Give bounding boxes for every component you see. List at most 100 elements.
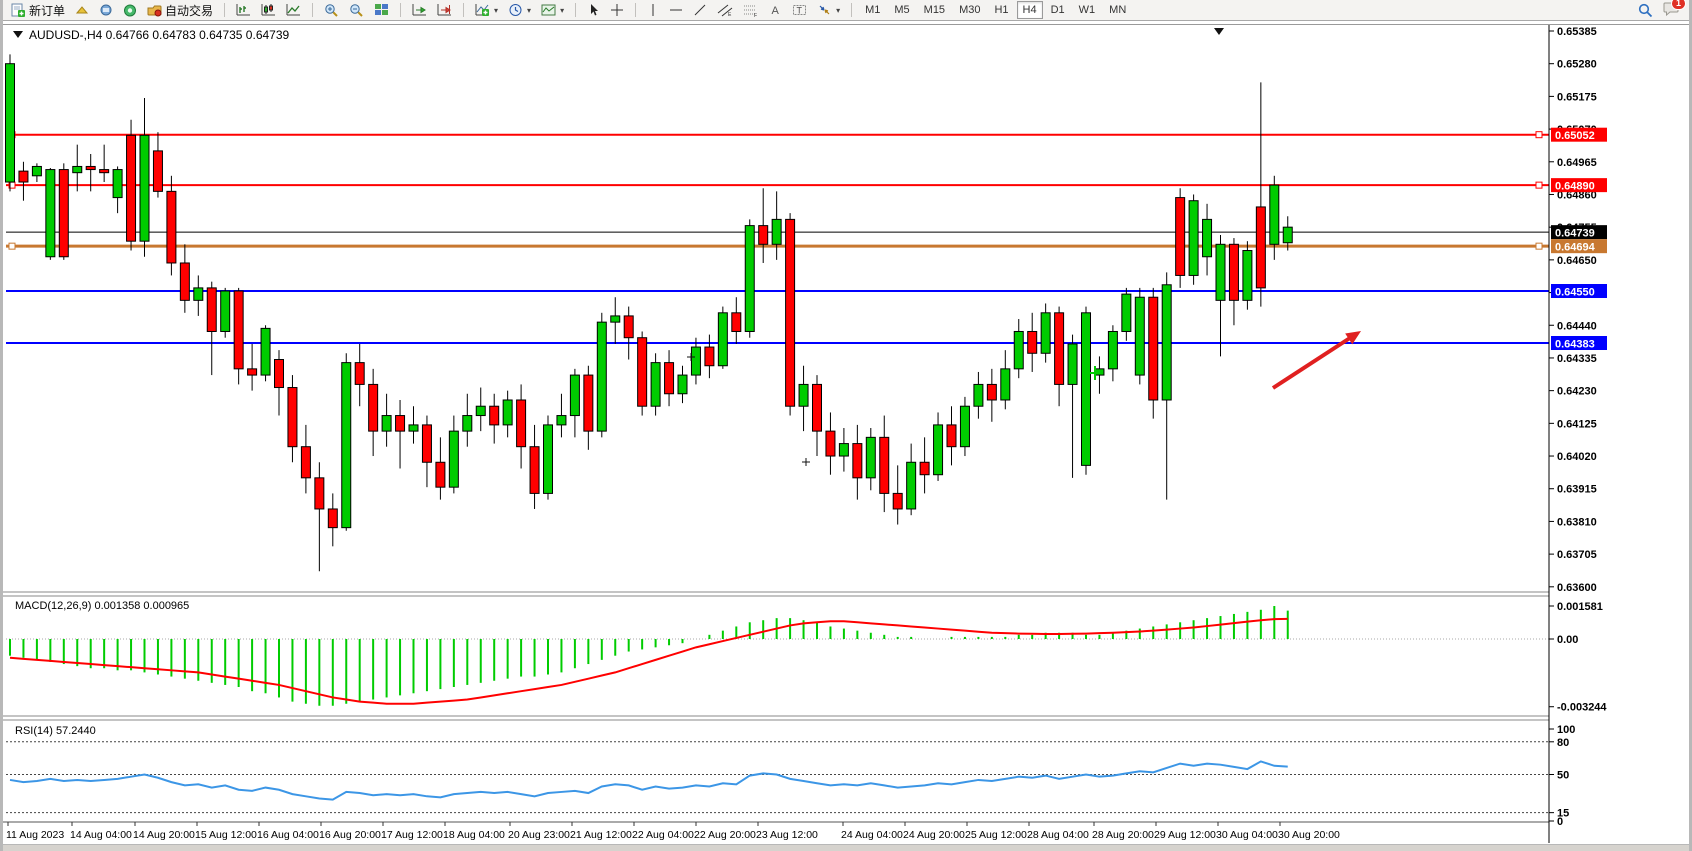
periods-clock-icon [509,4,522,16]
new-order-icon [11,3,25,17]
axis-tick-label: 0.65175 [1557,91,1597,103]
candle-body [274,359,284,389]
axis-tick-label: 0.64230 [1557,386,1597,398]
timeframe-button-D1[interactable]: D1 [1050,4,1065,16]
candle-body [287,387,298,448]
trend-arrow-head[interactable] [1345,331,1361,345]
candle-body [1202,218,1213,258]
rsi-label: RSI(14) 57.2440 [15,725,96,737]
chart-shift-marker[interactable] [1214,28,1224,35]
auto-scroll-button[interactable] [407,1,432,19]
svg-text:T: T [797,6,803,16]
time-label: 18 Aug 04:00 [443,829,505,841]
candle-body [489,405,500,426]
black-cross-marker[interactable] [802,458,810,466]
timeframe-button-M15[interactable]: M15 [923,4,946,16]
chat-button[interactable]: 1 [1663,0,1686,19]
strategy-tester-icon [124,4,137,16]
axis-tick-label: 0.63600 [1557,582,1597,594]
rsi-pane[interactable]: RSI(14) 57.2440 [6,725,1549,814]
timeframe-button-M30[interactable]: M30 [959,4,981,16]
strategy-tester-button[interactable] [118,2,142,19]
trendline-tool-button[interactable] [688,1,712,19]
line-chart-button[interactable] [281,1,306,19]
chart-collapse-icon[interactable] [13,31,23,38]
new-order-button[interactable]: 新订单 [6,0,70,21]
green-cross-marker[interactable] [1090,366,1100,380]
hline-marker[interactable] [1535,181,1543,189]
search-icon[interactable] [1638,3,1653,18]
candle-body [664,362,675,395]
axis-tick-label: 0.63810 [1557,516,1597,528]
timeframe-button-MN[interactable]: MN [1109,4,1127,16]
candlestick-chart-button[interactable] [256,1,281,19]
tile-windows-icon [375,4,389,15]
timeframe-button-H4[interactable]: H4 [1016,1,1043,19]
candlestick-series[interactable] [5,54,1293,572]
vline-tool-button[interactable] [642,1,664,19]
candle-body [529,446,540,494]
trend-arrow-shaft[interactable] [1271,334,1355,390]
time-axis[interactable]: 11 Aug 2023 14 Aug 04:00 14 Aug 20:00 15 Au… [6,822,1340,841]
text-tool-button[interactable]: A [764,1,787,19]
candle-body [1228,243,1239,301]
cursor-tool-button[interactable] [582,1,605,19]
channel-tool-button[interactable]: E [712,1,738,19]
candle-body [300,446,311,479]
candle-body [1282,226,1293,244]
candle-body [744,225,755,332]
chart-shift-button[interactable] [432,1,457,19]
candle-body [475,405,486,417]
time-label: 20 Aug 23:00 [508,829,570,841]
candle-body [354,362,365,385]
indicators-button[interactable]: ▾ [470,1,503,19]
data-window-button[interactable] [94,2,118,19]
candle-body [1094,368,1105,376]
timeframe-button-M5[interactable]: M5 [894,4,910,16]
templates-caret: ▾ [560,5,565,15]
price-axis[interactable]: 0.653850.652800.651750.650700.649650.648… [1548,25,1689,844]
timeframe-button-H1[interactable]: H1 [994,4,1009,16]
candle-body [1067,343,1078,385]
candle-body [381,415,392,432]
timeframe-button-W1[interactable]: W1 [1078,4,1096,16]
hline-tool-button[interactable] [664,1,688,19]
fibonacci-icon: F [744,5,757,17]
text-label-icon: T [793,5,807,16]
candle-body [731,312,742,332]
auto-trading-button[interactable]: 自动交易 [142,0,218,21]
text-label-tool-button[interactable]: T [787,1,812,19]
timeframe-button-M1[interactable]: M1 [865,4,881,16]
equidistant-channel-icon: E [717,4,733,17]
black-cross-marker[interactable] [687,353,695,361]
arrows-caret: ▾ [836,5,841,15]
zoom-in-button[interactable] [319,1,344,19]
crosshair-tool-button[interactable] [605,1,629,19]
macd-pane[interactable]: MACD(12,26,9) 0.001358 0.000965 [6,600,1549,706]
candle-body [1161,284,1172,401]
axis-tick-label: 0.64860 [1557,189,1597,201]
candle-body [327,508,338,529]
candle-body [421,424,432,463]
indicators-caret: ▾ [494,5,499,15]
candle-body [1040,312,1051,354]
fibonacci-tool-button[interactable]: F [738,1,764,19]
candle-body [569,374,580,417]
chart-canvas[interactable]: MACD(12,26,9) 0.001358 0.000965 RSI(14) 5… [3,20,1689,851]
templates-button[interactable]: ▾ [536,1,569,19]
tile-windows-button[interactable] [369,1,394,19]
arrows-tool-button[interactable]: ▾ [812,1,845,19]
hline-marker[interactable] [8,242,16,250]
time-label: 29 Aug 12:00 [1154,829,1216,841]
candle-body [690,346,701,376]
time-label: 17 Aug 12:00 [381,829,443,841]
hline-marker[interactable] [1535,242,1543,250]
market-watch-button[interactable] [70,2,94,19]
periods-button[interactable]: ▾ [503,1,536,19]
hline-marker[interactable] [1535,131,1543,139]
bar-chart-button[interactable] [231,1,256,19]
candle-body [933,424,944,476]
trend-arrow[interactable] [1271,331,1361,390]
candle-body [502,399,513,426]
zoom-out-button[interactable] [344,1,369,19]
